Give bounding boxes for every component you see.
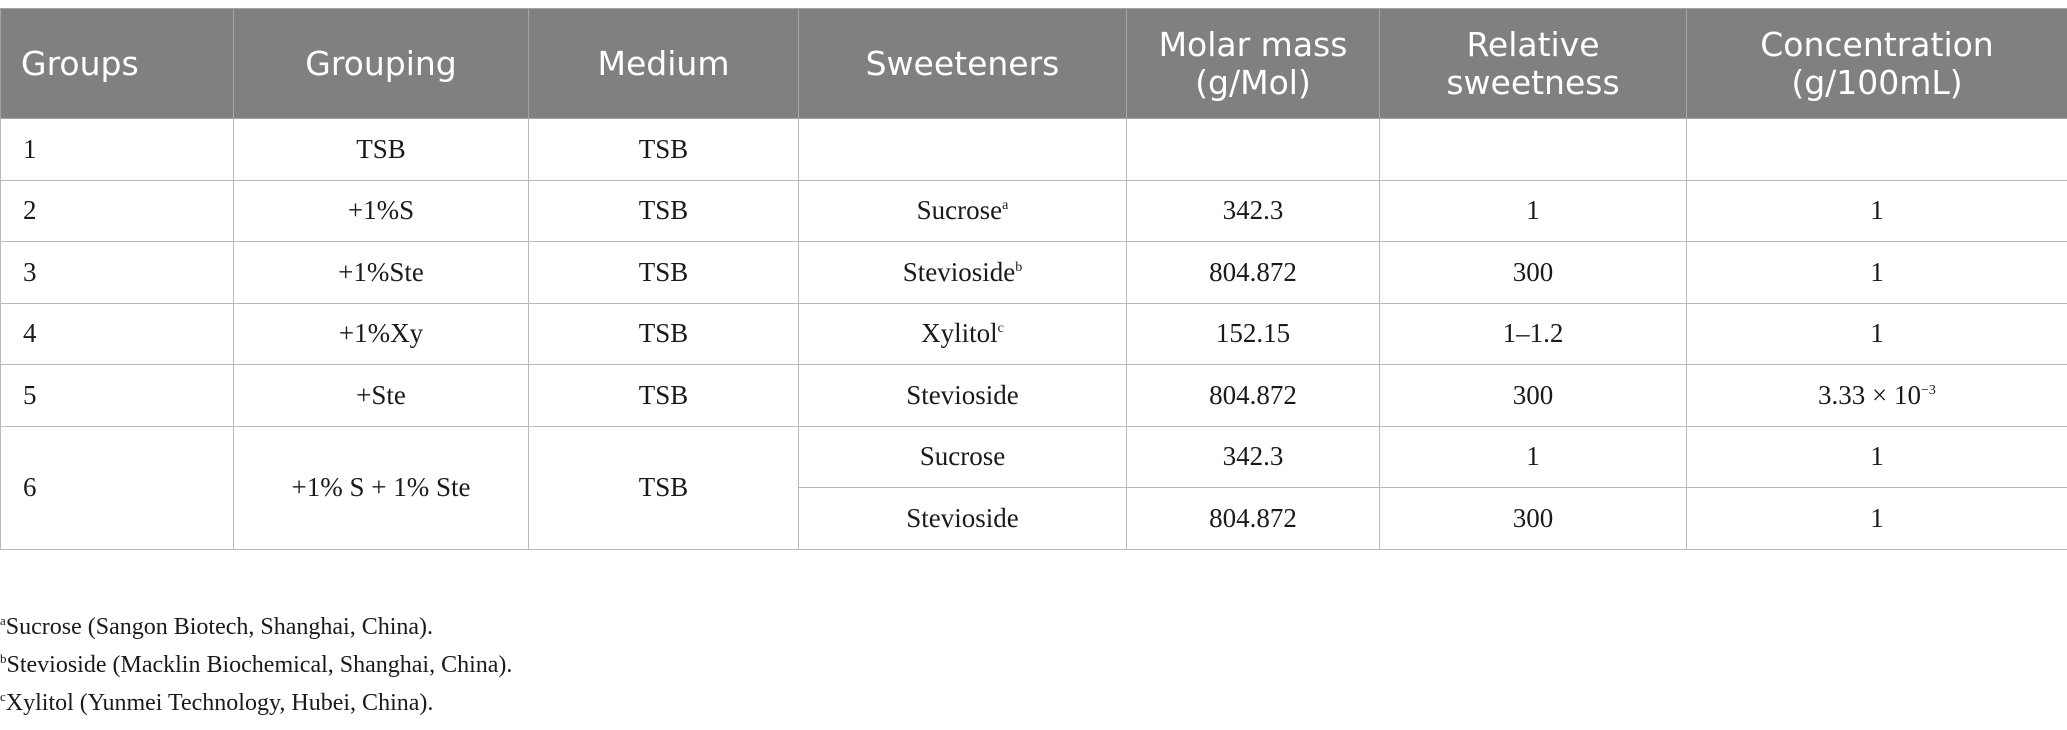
header-sweeteners: Sweeteners <box>798 8 1127 119</box>
cell-relative-sweetness <box>1379 118 1687 181</box>
header-concentration-line2: (g/100mL) <box>1791 62 1963 102</box>
footnote-mark: c <box>0 689 6 704</box>
cell-medium: TSB <box>528 118 799 181</box>
footnote-c: cXylitol (Yunmei Technology, Hubei, Chin… <box>0 684 512 722</box>
cell-grouping: +Ste <box>233 364 529 427</box>
cell-medium: TSB <box>528 241 799 304</box>
cell-molar-mass: 804.872 <box>1126 241 1380 304</box>
cell-concentration: 1 <box>1686 487 2067 550</box>
table-row: Stevioside 804.872 300 1 <box>1 487 2067 550</box>
cell-medium: TSB <box>528 364 799 427</box>
cell-concentration: 1 <box>1686 302 2067 365</box>
cell-medium: TSB <box>528 179 799 242</box>
cell-grouping: +1% S + 1% Ste <box>233 425 529 550</box>
header-concentration: Concentration (g/100mL) <box>1686 8 2067 119</box>
footnote-text: Stevioside (Macklin Biochemical, Shangha… <box>6 652 513 678</box>
table-row: 5 +Ste TSB Stevioside 804.872 300 3.33 ×… <box>0 364 2067 427</box>
concentration-exponent: −3 <box>1921 382 1936 398</box>
cell-relative-sweetness: 300 <box>1379 241 1687 304</box>
cell-sweetener: Stevioside <box>798 364 1127 427</box>
header-molar-mass-line2: (g/Mol) <box>1195 62 1311 102</box>
cell-group: 1 <box>0 118 234 181</box>
concentration-base: 3.33 × 10 <box>1818 379 1922 410</box>
cell-grouping: +1%Ste <box>233 241 529 304</box>
header-concentration-line1: Concentration <box>1760 24 1994 64</box>
cell-medium: TSB <box>528 425 799 550</box>
footnote-a: aSucrose (Sangon Biotech, Shanghai, Chin… <box>0 608 512 646</box>
table-row: 6 +1% S + 1% Ste TSB Sucrose 342.3 1 1 <box>0 425 2067 550</box>
cell-relative-sweetness: 1 <box>1379 179 1687 242</box>
footnote-marker: a <box>1002 198 1009 214</box>
cell-molar-mass: 804.872 <box>1126 364 1380 427</box>
header-molar-mass: Molar mass (g/Mol) <box>1126 8 1380 119</box>
cell-group: 5 <box>0 364 234 427</box>
cell-molar-mass: 152.15 <box>1126 302 1380 365</box>
table-footnotes: aSucrose (Sangon Biotech, Shanghai, Chin… <box>0 608 512 722</box>
footnote-b: bStevioside (Macklin Biochemical, Shangh… <box>0 646 512 684</box>
cell-molar-mass <box>1126 118 1380 181</box>
cell-relative-sweetness: 300 <box>1379 487 1687 550</box>
cell-concentration <box>1686 118 2067 181</box>
cell-concentration: 1 <box>1686 179 2067 242</box>
footnote-text: Xylitol (Yunmei Technology, Hubei, China… <box>5 690 434 716</box>
cell-grouping: TSB <box>233 118 529 181</box>
header-groups: Groups <box>0 8 234 119</box>
cell-concentration: 1 <box>1686 241 2067 304</box>
cell-relative-sweetness: 1–1.2 <box>1379 302 1687 365</box>
header-molar-mass-line1: Molar mass <box>1158 24 1348 64</box>
cell-grouping: +1%S <box>233 179 529 242</box>
cell-group: 6 <box>0 425 234 550</box>
footnote-mark: a <box>0 613 6 628</box>
sweetener-name: Xylitol <box>921 318 998 349</box>
cell-sweetener <box>798 118 1127 181</box>
cell-sweetener: Stevioside <box>798 487 1127 550</box>
cell-concentration: 3.33 × 10−3 <box>1686 364 2067 427</box>
table-header-row: Groups Grouping Medium Sweeteners Molar … <box>0 8 2067 119</box>
cell-molar-mass: 342.3 <box>1126 425 1380 488</box>
header-relative-sweetness-line1: Relative <box>1466 24 1600 64</box>
cell-grouping: +1%Xy <box>233 302 529 365</box>
table-row: 1 TSB TSB <box>0 118 2067 181</box>
table-row: 2 +1%S TSB Sucrosea 342.3 1 1 <box>0 179 2067 242</box>
table-row: 4 +1%Xy TSB Xylitolc 152.15 1–1.2 1 <box>0 302 2067 365</box>
cell-group: 4 <box>0 302 234 365</box>
cell-relative-sweetness: 1 <box>1379 425 1687 488</box>
footnote-text: Sucrose (Sangon Biotech, Shanghai, China… <box>5 614 434 640</box>
cell-molar-mass: 342.3 <box>1126 179 1380 242</box>
cell-sweetener: Sucrosea <box>798 179 1127 242</box>
header-relative-sweetness-line2: sweetness <box>1446 62 1620 102</box>
cell-sweetener: Steviosideb <box>798 241 1127 304</box>
footnote-marker: c <box>997 321 1004 337</box>
cell-group: 3 <box>0 241 234 304</box>
sweetener-name: Stevioside <box>902 256 1016 287</box>
cell-relative-sweetness: 300 <box>1379 364 1687 427</box>
cell-medium: TSB <box>528 302 799 365</box>
cell-molar-mass: 804.872 <box>1126 487 1380 550</box>
sweetener-name: Sucrose <box>916 195 1003 226</box>
cell-group: 2 <box>0 179 234 242</box>
table-row: 3 +1%Ste TSB Steviosideb 804.872 300 1 <box>0 241 2067 304</box>
cell-sweetener: Sucrose <box>798 425 1127 488</box>
footnote-marker: b <box>1015 259 1023 275</box>
cell-concentration: 1 <box>1686 425 2067 488</box>
header-medium: Medium <box>528 8 799 119</box>
cell-sweetener: Xylitolc <box>798 302 1127 365</box>
footnote-mark: b <box>0 651 7 666</box>
header-grouping: Grouping <box>233 8 529 119</box>
header-relative-sweetness: Relative sweetness <box>1379 8 1687 119</box>
sweetener-groups-table: Groups Grouping Medium Sweeteners Molar … <box>0 8 2067 550</box>
